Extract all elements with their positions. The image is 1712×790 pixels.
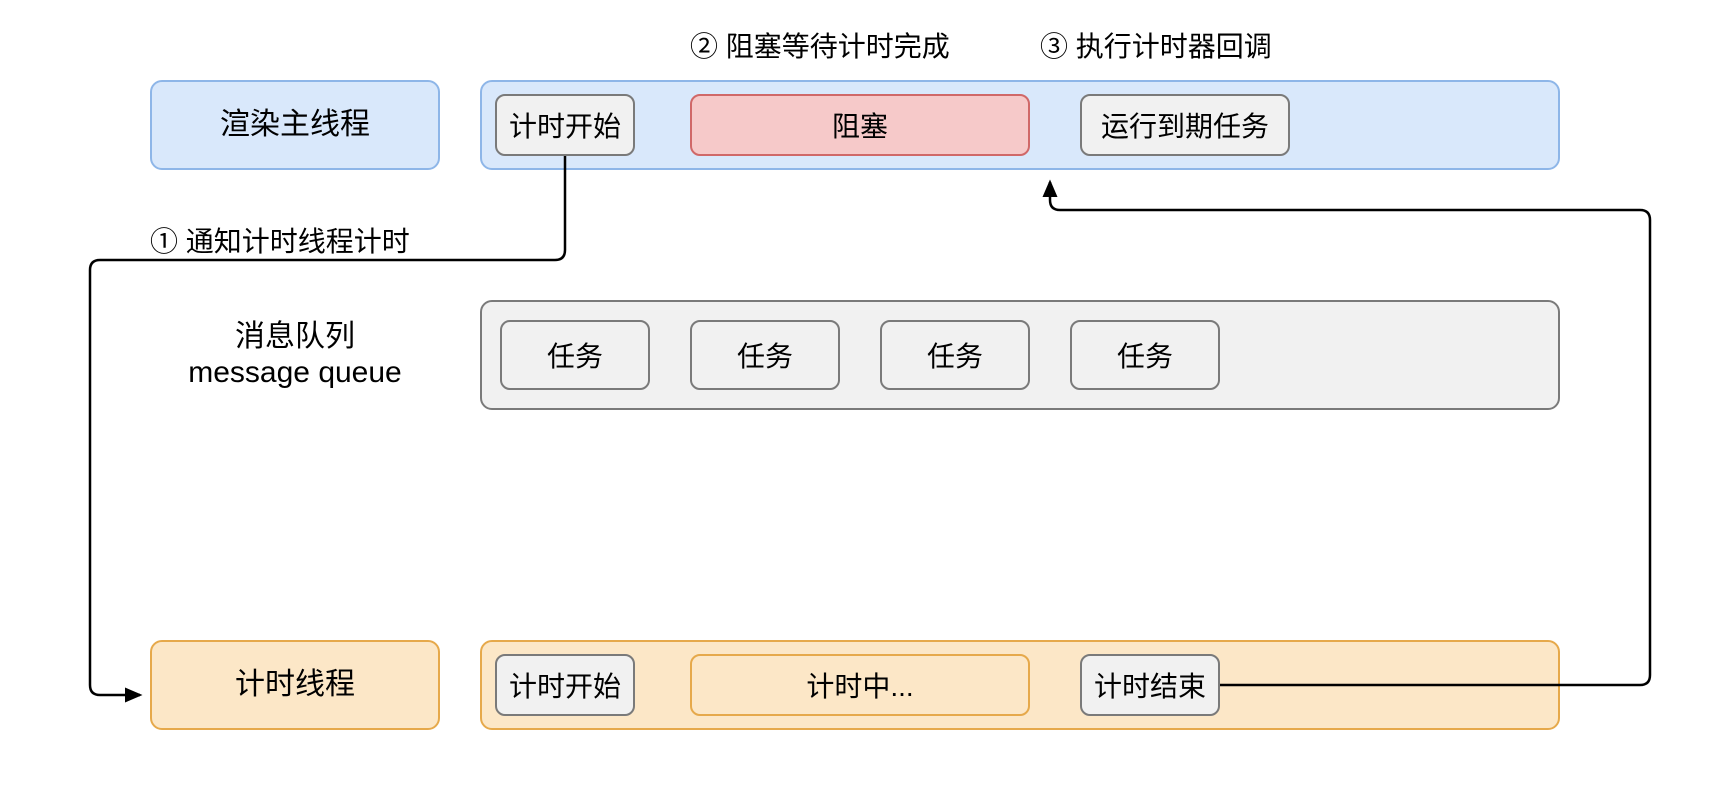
timer-thread-label: 计时线程 (150, 640, 440, 730)
queue-label-line2: message queue (188, 355, 402, 391)
annotation-step1: ① 通知计时线程计时 (150, 220, 410, 260)
queue-task-box: 任务 (1070, 320, 1220, 390)
queue-task-box: 任务 (880, 320, 1030, 390)
main-thread-blocked-box: 阻塞 (690, 94, 1030, 156)
timer-thread-start-box: 计时开始 (495, 654, 635, 716)
queue-task-box: 任务 (690, 320, 840, 390)
annotation-step3: ③ 执行计时器回调 (1040, 25, 1272, 65)
queue-label-line1: 消息队列 (235, 319, 355, 355)
edge-timer-to-main (1050, 182, 1650, 685)
queue-label: 消息队列 message queue (150, 310, 440, 400)
main-thread-run-due-box: 运行到期任务 (1080, 94, 1290, 156)
timer-thread-end-box: 计时结束 (1080, 654, 1220, 716)
diagram-canvas: ② 阻塞等待计时完成 ③ 执行计时器回调 ① 通知计时线程计时 渲染主线程 计时… (0, 0, 1712, 790)
annotation-step2: ② 阻塞等待计时完成 (690, 25, 950, 65)
main-thread-label: 渲染主线程 (150, 80, 440, 170)
queue-task-box: 任务 (500, 320, 650, 390)
main-thread-timer-start-box: 计时开始 (495, 94, 635, 156)
timer-thread-counting-box: 计时中... (690, 654, 1030, 716)
